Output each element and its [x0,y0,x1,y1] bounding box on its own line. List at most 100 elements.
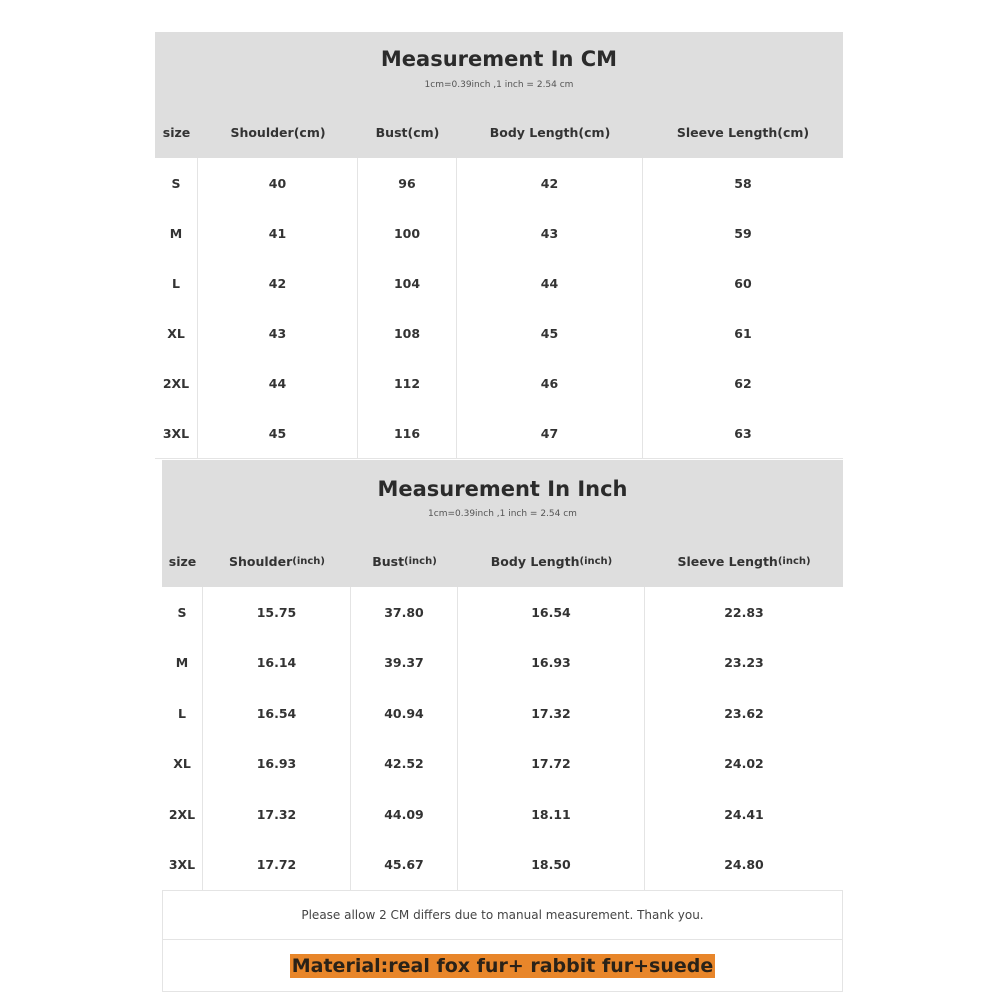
column-header: Bust(cm) [358,120,457,144]
table-row: 2XL 17.32 44.09 18.11 24.41 [162,789,843,841]
conversion-note: 1cm=0.39inch ,1 inch = 2.54 cm [424,80,574,90]
column-header: Body Length (inch) [458,549,645,573]
table-cell: 46 [457,358,643,408]
column-header: Body Length(cm) [457,120,643,144]
table-cell: 17.72 [203,839,351,890]
table-row: L 42 104 44 60 [155,258,843,309]
table-cell: 47 [457,408,643,458]
table-row: L 16.54 40.94 17.32 23.62 [162,688,843,740]
table-cell: 24.41 [724,806,764,822]
table-row: S 15.75 37.80 16.54 22.83 [162,587,843,639]
column-unit: (inch) [404,555,437,567]
column-label: Bust(cm) [375,124,440,140]
table-header: Measurement In Inch 1cm=0.39inch ,1 inch… [162,460,843,587]
table-cell: 41 [198,208,358,258]
table-cell: 22.83 [724,604,764,620]
column-header: Sleeve Length (inch) [645,549,843,573]
column-label: Body Length(cm) [489,124,611,140]
table-cell: 17.32 [458,688,645,739]
table-cell: 42 [198,258,358,308]
table-cell: 16.93 [458,637,645,688]
table-cell: 23.62 [724,705,764,721]
table-cell: 112 [358,358,457,408]
table-cell: 116 [358,408,457,458]
column-label: Sleeve Length [677,553,778,569]
table-cell: 23.23 [724,655,764,671]
table-cell: 24.02 [724,756,764,772]
column-unit: (inch) [777,555,811,567]
table-cell: 108 [358,308,457,358]
table-cell: M [155,208,198,258]
table-cell: 3XL [162,839,203,890]
column-label: Bust [372,553,405,569]
table-header: Measurement In CM 1cm=0.39inch ,1 inch =… [155,32,843,158]
table-row: S 40 96 42 58 [155,158,843,209]
column-unit: (inch) [292,555,325,567]
table-cell: 45 [457,308,643,358]
table-cell: 45.67 [351,839,458,890]
table-cell: 61 [734,325,752,341]
table-row: XL 43 108 45 61 [155,308,843,359]
column-label: size [168,553,197,569]
table-cell: 2XL [162,789,203,840]
table-title: Measurement In CM [380,47,618,71]
column-header: Bust (inch) [351,549,458,573]
table-cell: 42 [457,158,643,208]
table-title: Measurement In Inch [377,477,628,501]
table-cell: 100 [358,208,457,258]
table-cell: 62 [734,375,752,391]
table-row: M 16.14 39.37 16.93 23.23 [162,637,843,689]
table-cell: XL [162,738,203,789]
column-header: Shoulder (inch) [203,549,351,573]
table-cell: 39.37 [351,637,458,688]
table-cell: 16.54 [458,587,645,638]
table-cell: 17.32 [203,789,351,840]
table-cell: 18.50 [458,839,645,890]
table-cell: M [162,637,203,688]
table-cell: 42.52 [351,738,458,789]
table-cell: 58 [734,175,752,191]
column-header: size [162,549,203,573]
table-cell: 24.80 [724,857,764,873]
table-row: XL 16.93 42.52 17.72 24.02 [162,738,843,790]
table-row: 2XL 44 112 46 62 [155,358,843,409]
column-label: size [162,124,191,140]
table-cell: L [155,258,198,308]
table-cell: 3XL [155,408,198,458]
column-label: Sleeve Length(cm) [676,124,810,140]
table-cell: 104 [358,258,457,308]
table-cell: 37.80 [351,587,458,638]
table-row: 3XL 17.72 45.67 18.50 24.80 [162,839,843,891]
table-cell: 16.93 [203,738,351,789]
table-cell: 17.72 [458,738,645,789]
table-cell: 63 [734,425,752,441]
column-header: Sleeve Length(cm) [643,120,843,144]
column-unit: (inch) [579,555,613,567]
table-cell: 2XL [155,358,198,408]
table-cell: 40 [198,158,358,208]
table-cell: 44 [198,358,358,408]
table-cell: S [155,158,198,208]
column-label: Shoulder(cm) [230,124,326,140]
table-cell: 16.54 [203,688,351,739]
column-header: size [155,120,198,144]
table-cell: 43 [198,308,358,358]
column-label: Shoulder [229,553,293,569]
table-cell: 18.11 [458,789,645,840]
column-header: Shoulder(cm) [198,120,358,144]
conversion-note: 1cm=0.39inch ,1 inch = 2.54 cm [428,509,577,519]
table-row: M 41 100 43 59 [155,208,843,259]
table-cell: 60 [734,275,752,291]
measurement-note: Please allow 2 CM differs due to manual … [162,890,843,940]
table-cell: 16.14 [203,637,351,688]
table-cell: 44 [457,258,643,308]
table-cell: XL [155,308,198,358]
table-cell: 96 [358,158,457,208]
table-cell: 40.94 [351,688,458,739]
column-label: Body Length [490,553,580,569]
table-cell: 59 [734,225,752,241]
table-cell: 15.75 [203,587,351,638]
material-row: Material:real fox fur+ rabbit fur+suede [162,940,843,992]
table-cell: S [162,587,203,638]
table-cell: 44.09 [351,789,458,840]
